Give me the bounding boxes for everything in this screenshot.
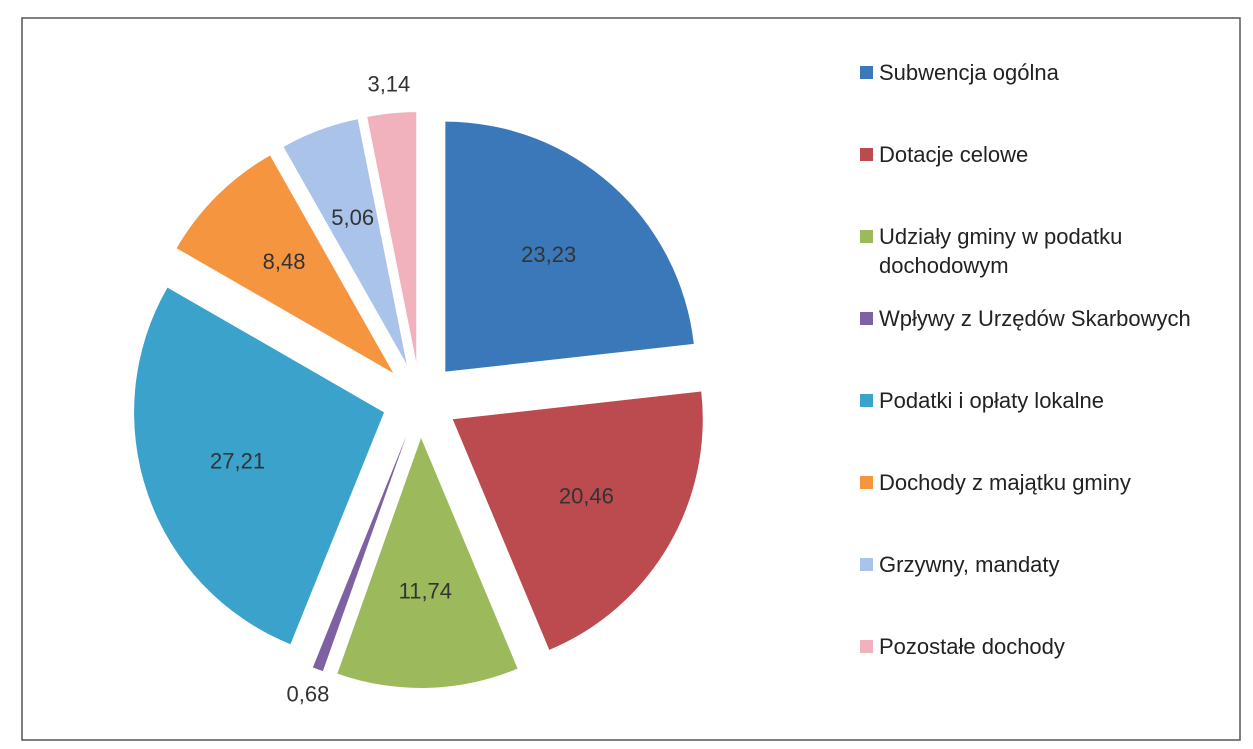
data-label: 5,06 (331, 205, 374, 230)
legend-label: Dotacje celowe (879, 142, 1029, 167)
legend-label: Subwencja ogólna (879, 60, 1059, 85)
chart-frame (21, 17, 1241, 741)
legend-swatch (860, 230, 873, 243)
pie-slice (445, 121, 694, 372)
legend-item: Grzywny, mandaty (860, 550, 1240, 632)
legend-label: Pozostałe dochody (879, 634, 1065, 659)
pie-slice (452, 391, 703, 650)
legend-swatch (860, 476, 873, 489)
legend-item: Dochody z majątku gminy (860, 468, 1240, 550)
legend-item: Udziały gminy w podatku dochodowym (860, 222, 1240, 304)
legend-swatch (860, 148, 873, 161)
pie-slice (337, 437, 518, 688)
legend-label: Podatki i opłaty lokalne (879, 388, 1105, 413)
pie-slice (312, 435, 407, 672)
legend-item: Podatki i opłaty lokalne (860, 386, 1240, 468)
legend-item: Pozostałe dochody (860, 632, 1240, 714)
pie-slice (367, 112, 417, 363)
legend-item: Dotacje celowe (860, 140, 1240, 222)
data-label: 20,46 (559, 484, 614, 509)
legend-swatch (860, 394, 873, 407)
data-label: 27,21 (210, 449, 265, 474)
legend-item: Wpływy z Urzędów Skarbowych (860, 304, 1240, 386)
legend-label: Dochody z majątku gminy (879, 470, 1131, 495)
legend-swatch (860, 66, 873, 79)
legend-swatch (860, 312, 873, 325)
legend-swatch (860, 558, 873, 571)
data-label: 8,48 (263, 249, 306, 274)
legend-item: Subwencja ogólna (860, 58, 1240, 140)
data-label: 0,68 (287, 681, 330, 706)
data-label: 23,23 (521, 242, 576, 267)
pie-slice (283, 119, 407, 365)
pie-slice (176, 155, 394, 374)
data-label: 3,14 (367, 71, 410, 96)
legend: Subwencja ogólna Dotacje celowe Udziały gm… (860, 58, 1240, 714)
data-label: 11,74 (399, 579, 452, 604)
legend-label: Grzywny, mandaty (879, 552, 1060, 577)
legend-swatch (860, 640, 873, 653)
legend-label: Udziały gminy w podatku dochodowym (879, 224, 1123, 278)
legend-label: Wpływy z Urzędów Skarbowych (879, 306, 1191, 331)
pie-slice (134, 287, 385, 645)
